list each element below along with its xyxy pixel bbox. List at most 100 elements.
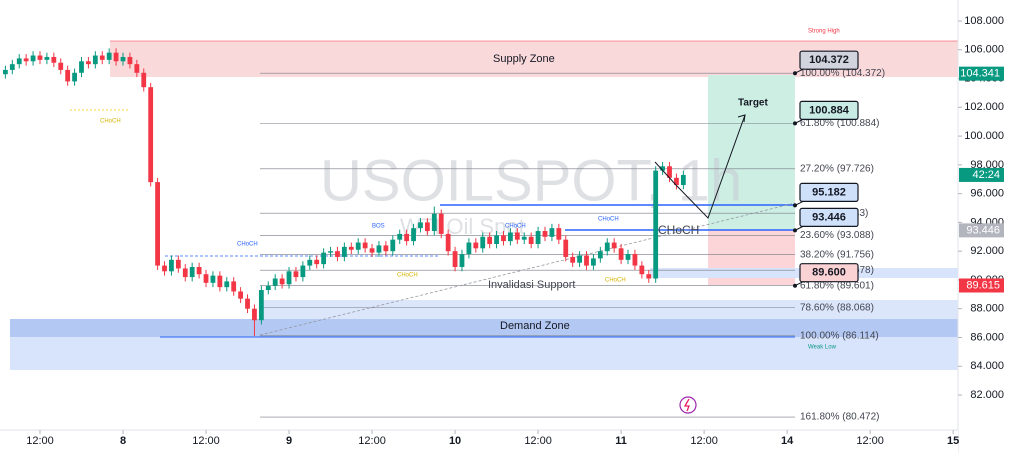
candle-body (86, 61, 91, 65)
candle-body (279, 278, 285, 285)
candle-body (404, 233, 410, 242)
candle-body (618, 248, 624, 260)
candle-body (321, 252, 327, 265)
candle-body (169, 259, 174, 272)
event-icon[interactable] (679, 396, 697, 414)
arrow-head (737, 114, 746, 123)
candle-body (245, 298, 250, 309)
candle-body (445, 233, 451, 252)
candle-body (189, 267, 195, 278)
fib-label: 38.20% (91.756) (800, 249, 874, 260)
candle-body (556, 228, 562, 240)
candle-body (120, 56, 126, 62)
candle-body (148, 87, 154, 183)
candle-body (501, 235, 506, 242)
candle-body (238, 291, 244, 299)
y-tick-label: 106.000 (964, 44, 1004, 56)
candle-body (231, 281, 237, 292)
price-tag-label: 104.341 (960, 68, 1000, 80)
fib-label: 100.00% (104.372) (800, 68, 885, 79)
candle-body (203, 274, 209, 283)
candle-body (106, 52, 112, 60)
candle-body (487, 236, 493, 244)
candle-body (521, 236, 527, 240)
choch-label: CHoCH (100, 119, 121, 125)
x-tick-label: 10 (449, 435, 461, 447)
candle-body (563, 239, 569, 257)
candle-body (272, 278, 278, 286)
y-tick-label: 108.000 (964, 15, 1004, 27)
price-tag (959, 66, 1004, 81)
event-bolt (683, 398, 690, 412)
candle-body (535, 231, 541, 244)
candle-body (210, 275, 216, 283)
candle-body (362, 242, 368, 249)
callout-label: 104.372 (809, 54, 849, 66)
price-callout (799, 263, 859, 283)
fib-label: 100.00% (86.114) (800, 330, 879, 341)
candle-body (92, 55, 98, 65)
candle-body (30, 55, 36, 62)
candle-body (307, 259, 313, 266)
strong-high: Strong High (808, 29, 840, 35)
candle-body (369, 248, 375, 253)
x-tick-label: 15 (947, 435, 959, 447)
candle-body (591, 258, 596, 266)
y-tick-label: 96.000 (970, 188, 1004, 200)
candle-body (196, 267, 202, 275)
candle-body (328, 251, 333, 253)
y-tick-label: 92.000 (970, 245, 1004, 257)
choch-label: CHoCH (505, 224, 526, 230)
price-tag-label: 89.615 (966, 279, 1000, 291)
candle-body (625, 254, 631, 260)
candle-body (127, 56, 133, 65)
candle-body (597, 251, 603, 259)
choch-label: CHoCH (397, 273, 418, 279)
candle-body (397, 233, 403, 240)
candle-body (51, 56, 57, 63)
x-tick-label: 12:00 (192, 435, 220, 447)
candle-body (182, 268, 188, 278)
price-tag (959, 223, 1004, 238)
candle-body (494, 235, 499, 244)
candle-body (141, 72, 147, 88)
candle-body (508, 232, 513, 242)
fib-label: 78.60% (88.068) (800, 302, 874, 313)
x-tick-label: 9 (286, 435, 292, 447)
fib-label: 161.80% (80.472) (800, 412, 880, 423)
candle-body (680, 174, 686, 186)
candle-body (570, 256, 576, 263)
candle-body (466, 242, 472, 255)
fib-label: 23.60% (93.088) (800, 230, 874, 241)
candle-body (314, 259, 320, 265)
x-tick-label: 14 (781, 435, 794, 447)
bos-label: BOS (372, 224, 385, 230)
candle-body (2, 69, 8, 75)
demand-upper (260, 300, 958, 319)
supply-label: Supply Zone (493, 53, 555, 65)
candle-body (224, 281, 230, 288)
candle-body (217, 275, 223, 288)
callout-anchor (793, 121, 797, 126)
price-callout (799, 182, 859, 203)
candle-body (542, 231, 548, 237)
x-tick-label: 12:00 (524, 435, 552, 447)
candle-body (99, 55, 105, 60)
candle-body (58, 62, 64, 70)
weak-low: Weak Low (808, 345, 837, 351)
price-tag-label: 42:24 (972, 169, 1000, 181)
callout-anchor (793, 228, 797, 233)
candle-body (72, 72, 77, 82)
y-tick-label: 84.000 (970, 360, 1004, 372)
choch-label: CHoCH (237, 242, 258, 248)
demand-lower (10, 337, 958, 370)
price-tag (959, 278, 1004, 293)
candle-body (355, 242, 361, 250)
candle-body (383, 245, 389, 252)
y-tick-label: 100.000 (964, 130, 1004, 142)
candle-body (660, 166, 666, 171)
callout-label: 100.884 (809, 104, 850, 116)
candle-body (286, 271, 292, 285)
choch-label: CHoCH (605, 278, 626, 284)
time-axis (0, 430, 958, 453)
